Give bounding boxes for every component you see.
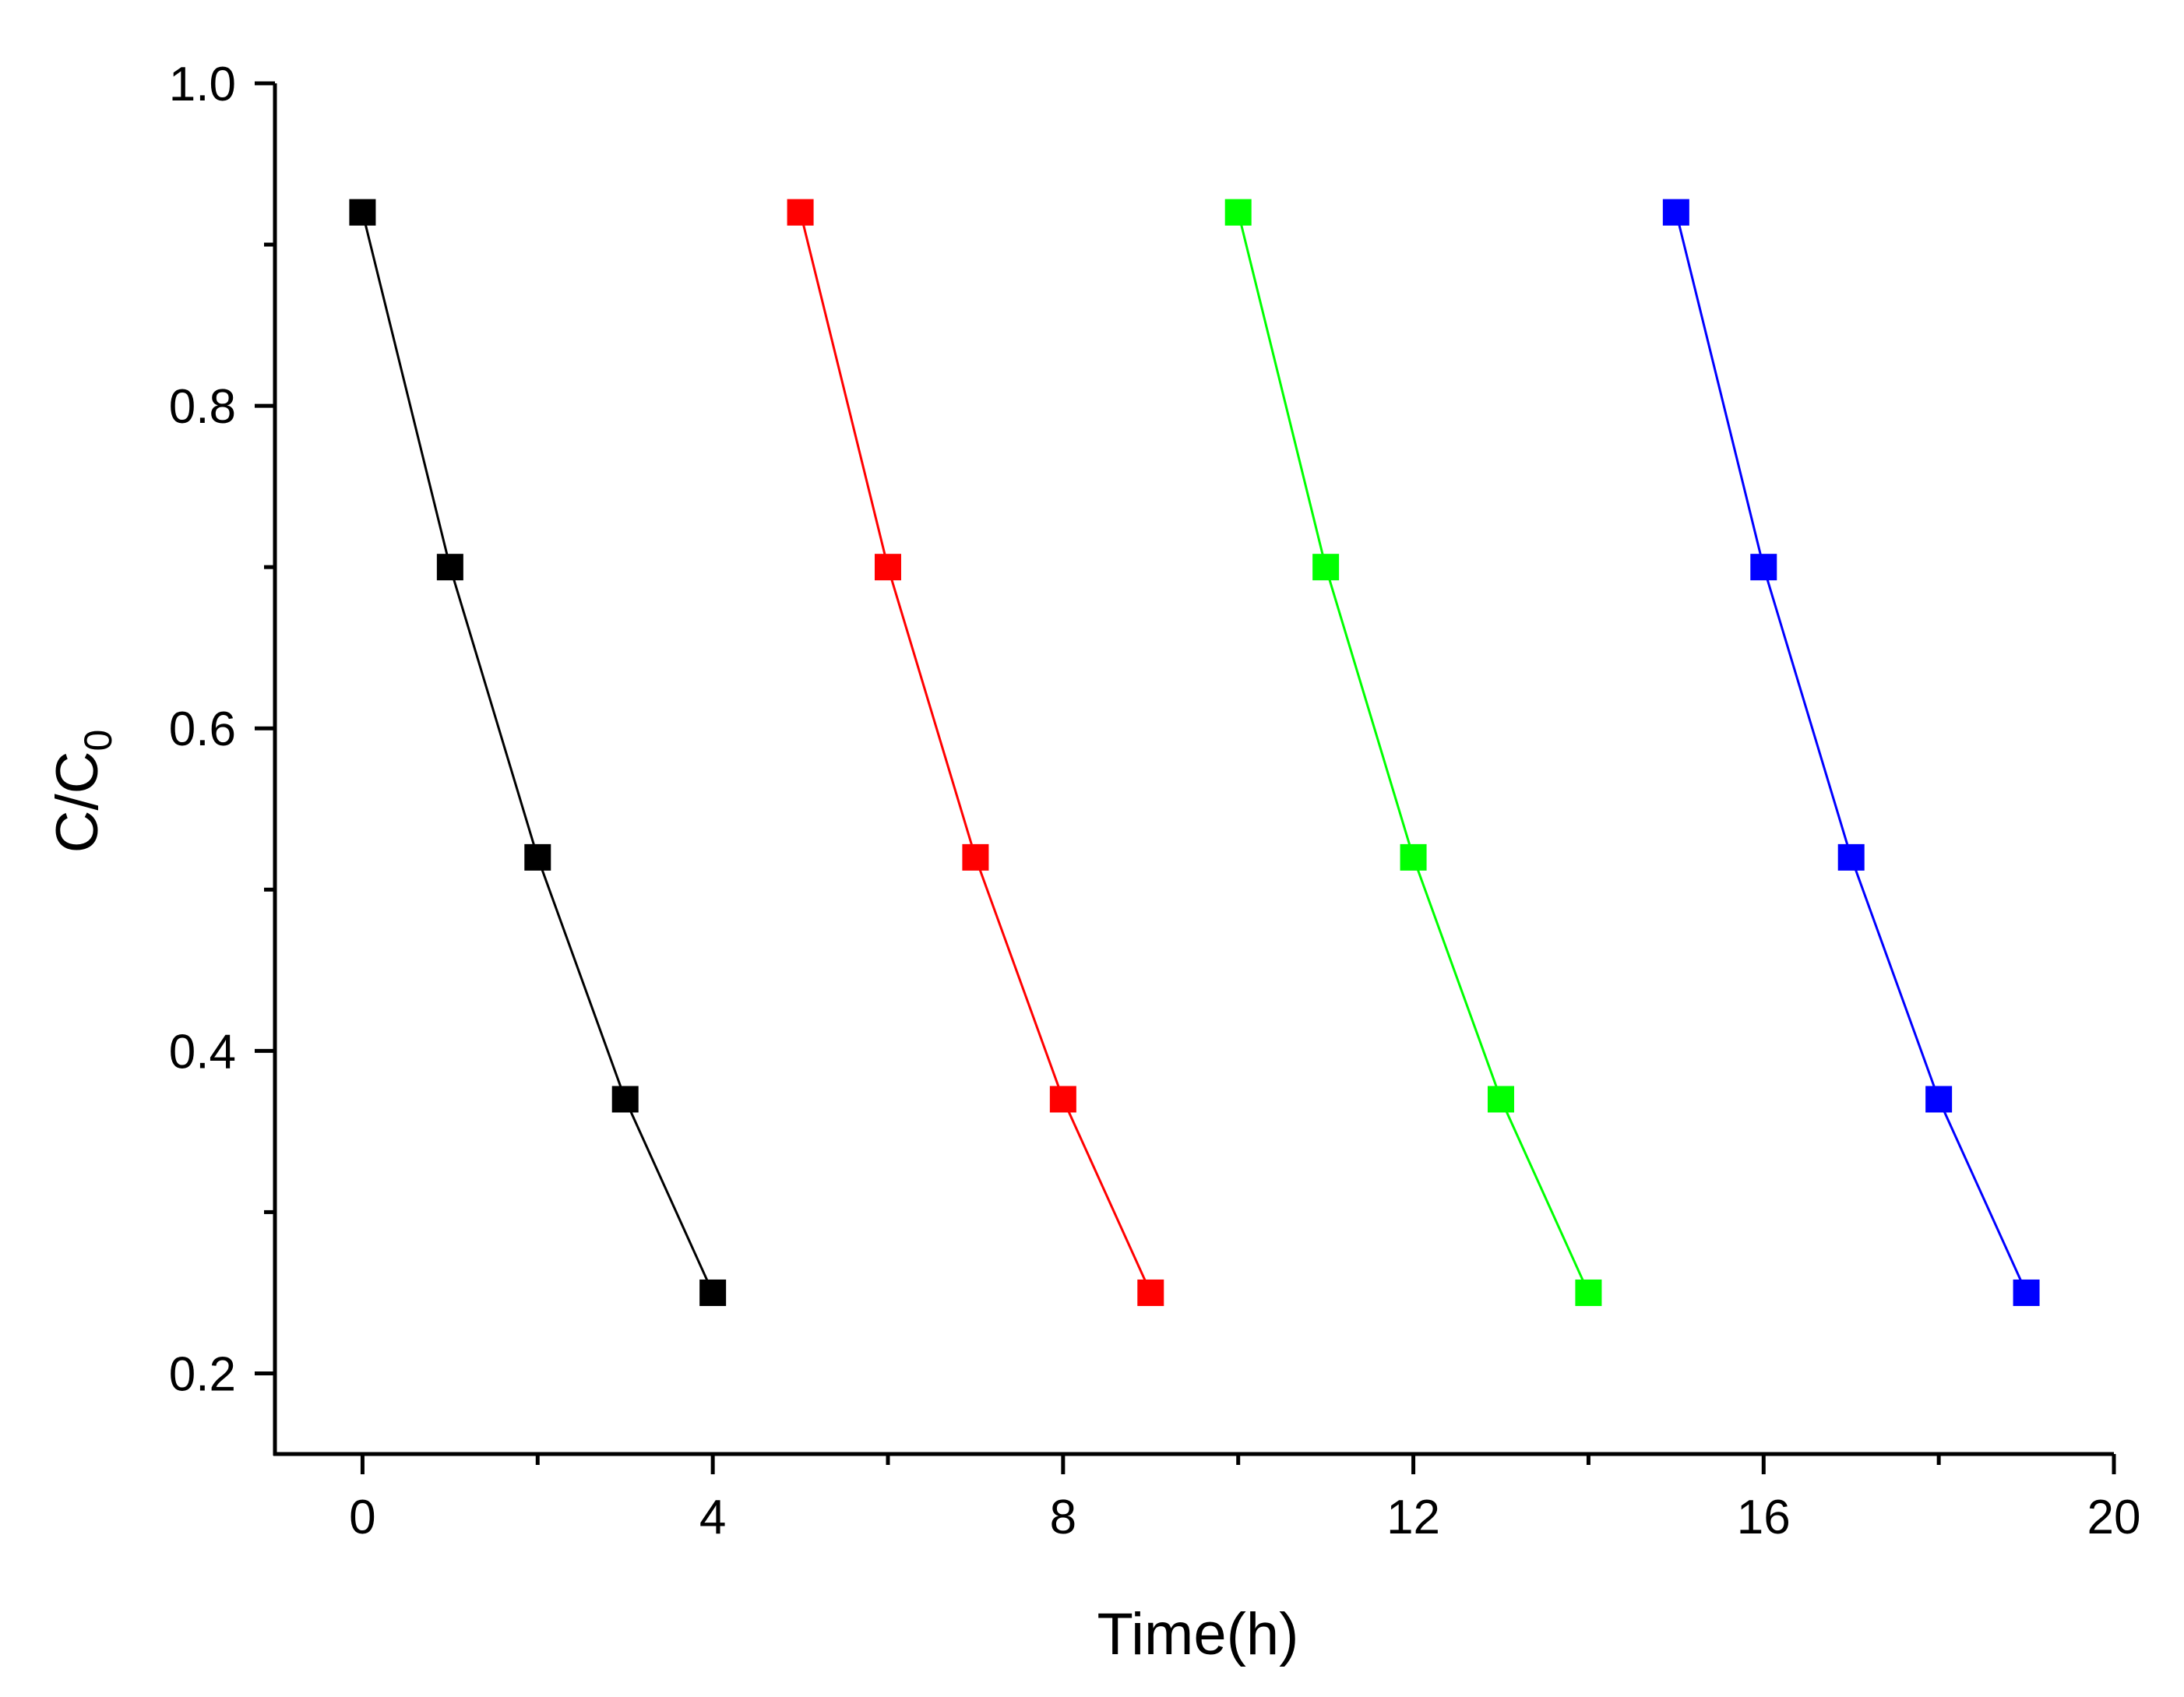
tick-layer: 0 4 8 12 16 20 0.2 0.4 0.6 0.8 1.0 xyxy=(169,58,2141,1544)
x-tick-label: 12 xyxy=(1386,1491,1440,1544)
series-cycle-1 xyxy=(349,199,727,1306)
series-cycle-2 xyxy=(787,199,1164,1306)
y-tick-label: 1.0 xyxy=(169,58,236,111)
data-point xyxy=(875,554,901,581)
x-tick-label: 20 xyxy=(2087,1491,2141,1544)
data-point xyxy=(1488,1086,1514,1113)
x-tick-label: 4 xyxy=(699,1491,726,1544)
data-point xyxy=(1925,1086,1953,1113)
data-point xyxy=(1837,843,1865,871)
y-axis-title-subscript: 0 xyxy=(76,730,120,752)
axis-layer xyxy=(273,83,2114,1456)
data-point xyxy=(1049,1086,1076,1113)
data-point xyxy=(962,843,989,871)
data-point xyxy=(699,1279,727,1306)
series-line xyxy=(361,212,714,1294)
data-point xyxy=(1224,199,1252,226)
series-line xyxy=(1237,212,1590,1294)
data-point xyxy=(787,199,814,226)
y-tick-label: 0.8 xyxy=(169,380,236,434)
data-point xyxy=(2013,1279,2040,1306)
series-line xyxy=(1675,212,2027,1294)
data-point xyxy=(349,199,376,226)
y-axis-title-main: C/C xyxy=(44,751,111,853)
data-point xyxy=(1400,843,1427,871)
y-tick-label: 0.6 xyxy=(169,702,236,756)
data-point xyxy=(1575,1279,1602,1306)
y-axis-title: C/C0 xyxy=(44,730,120,854)
data-point xyxy=(1662,199,1689,226)
x-tick-label: 8 xyxy=(1050,1491,1076,1544)
data-point xyxy=(524,843,551,871)
y-tick-label: 0.2 xyxy=(169,1347,236,1401)
x-tick-label: 0 xyxy=(349,1491,375,1544)
x-axis-title: Time(h) xyxy=(1097,1601,1299,1667)
data-point xyxy=(436,554,463,581)
series-layer xyxy=(349,199,2040,1306)
data-point xyxy=(1750,554,1777,581)
data-point xyxy=(1137,1279,1164,1306)
x-tick-label: 16 xyxy=(1737,1491,1791,1544)
series-cycle-3 xyxy=(1224,199,1602,1306)
y-tick-label: 0.4 xyxy=(169,1025,236,1079)
series-line xyxy=(799,212,1152,1294)
data-point xyxy=(1312,554,1340,581)
data-point xyxy=(611,1086,639,1113)
series-cycle-4 xyxy=(1662,199,2040,1306)
